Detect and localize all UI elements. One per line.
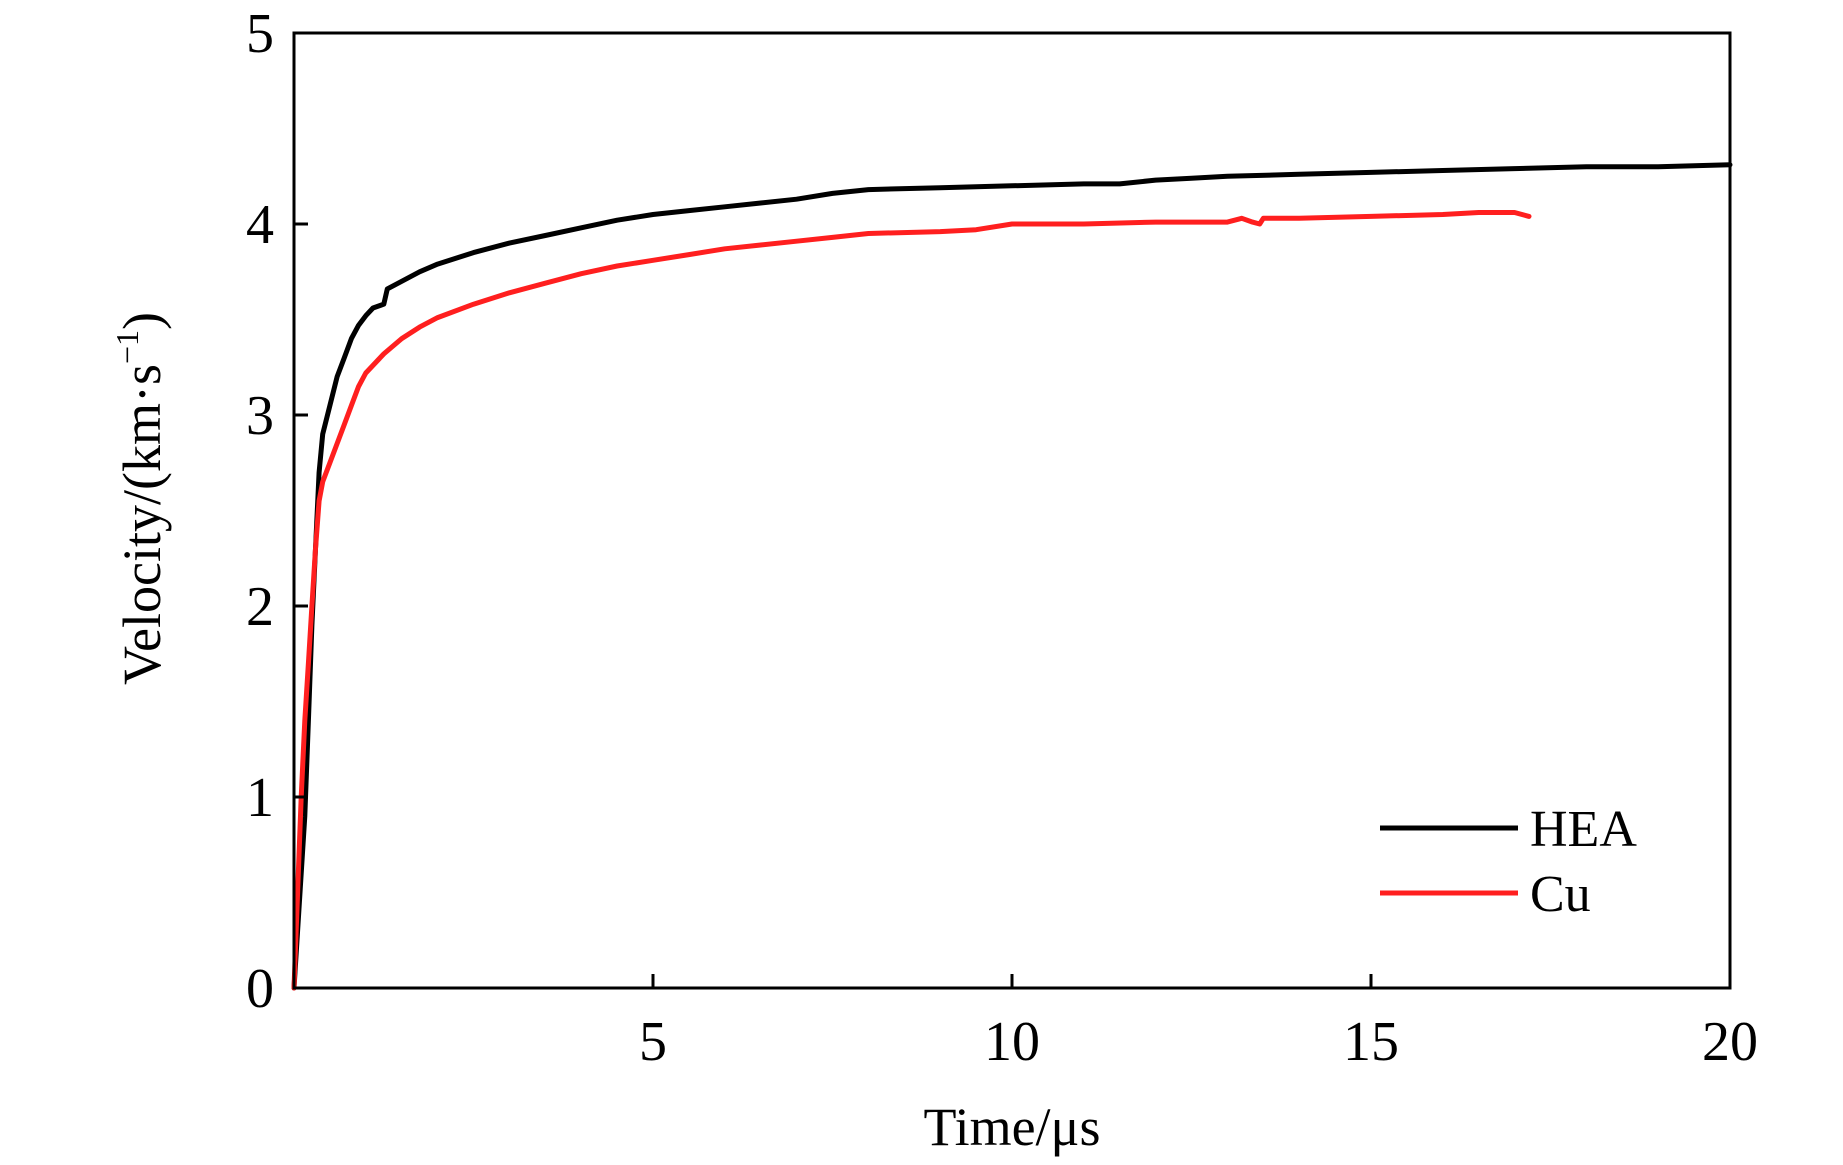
series-curves [291, 162, 1733, 991]
legend-label-hea: HEA [1530, 801, 1637, 858]
y-tick-label: 4 [246, 194, 274, 256]
y-tick-label: 3 [246, 385, 274, 447]
y-tick-label: 1 [246, 767, 274, 829]
axis-ticks [294, 31, 1732, 990]
y-axis-title: Velocity/(km·s−1) [109, 312, 172, 685]
y-tick-label: 0 [246, 958, 274, 1020]
y-axis-title-main: Velocity/(km·s [112, 364, 172, 685]
plot-frame [292, 31, 1732, 990]
y-tick-label: 2 [246, 576, 274, 638]
x-tick-label: 15 [1343, 1011, 1399, 1073]
x-tick-label: 20 [1702, 1011, 1758, 1073]
x-tick-label: 5 [639, 1011, 667, 1073]
y-axis-title-close: ) [112, 312, 172, 330]
x-tick-labels: 5 10 15 20 [639, 1011, 1758, 1073]
legend-label-cu: Cu [1530, 866, 1591, 923]
series-line-hea [291, 162, 1733, 991]
series-line-cu [291, 210, 1532, 991]
x-tick-label: 10 [984, 1011, 1040, 1073]
x-axis-title: Time/μs [923, 1097, 1100, 1157]
legend: HEA Cu [1380, 801, 1637, 923]
y-tick-labels: 0 1 2 3 4 5 [246, 3, 274, 1020]
y-tick-label: 5 [246, 3, 274, 65]
y-axis-title-superscript: −1 [109, 330, 145, 364]
